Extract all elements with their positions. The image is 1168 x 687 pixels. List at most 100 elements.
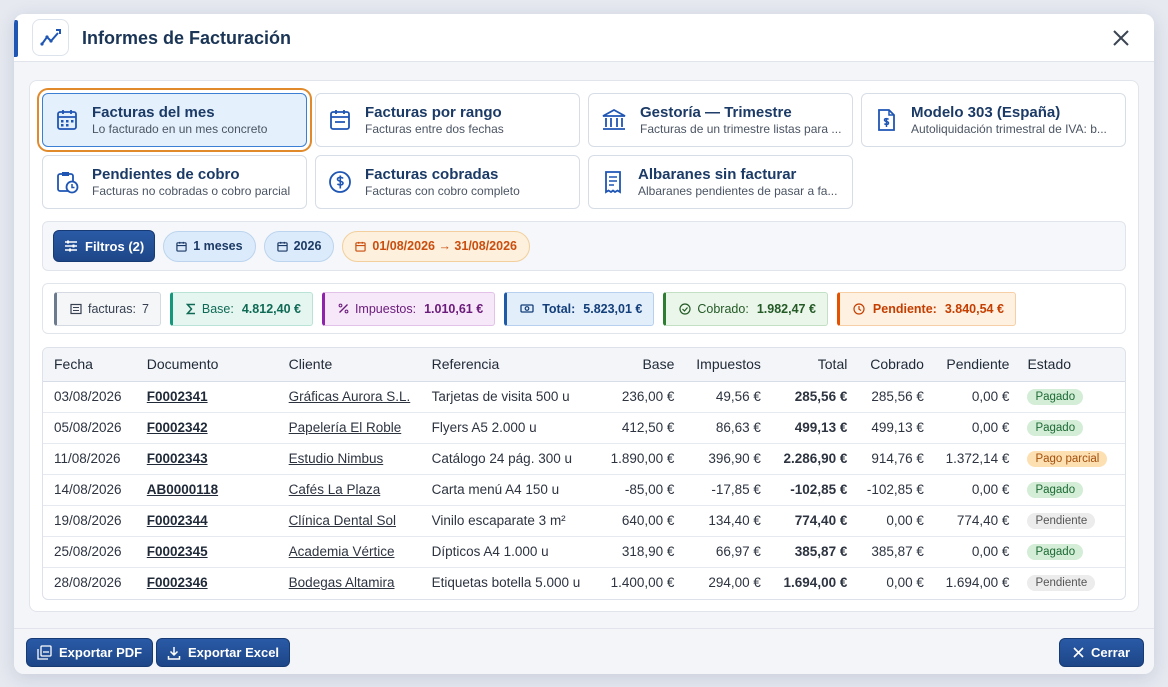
summary-item: Pendiente: 3.840,54 € bbox=[836, 291, 1016, 326]
table-cell: Pagado bbox=[1019, 381, 1125, 413]
summary-item: facturas: 7 bbox=[54, 291, 161, 326]
document-link[interactable]: F0002343 bbox=[146, 451, 208, 466]
summary-label: Total: bbox=[542, 301, 576, 316]
table-cell: 236,00 € bbox=[590, 381, 685, 413]
export-excel-button[interactable]: Exportar Excel bbox=[156, 638, 291, 667]
table-cell: 914,76 € bbox=[857, 443, 934, 475]
document-link[interactable]: F0002341 bbox=[146, 389, 208, 404]
total-value: -102,85 € bbox=[790, 482, 848, 497]
table-cell: Cafés La Plaza bbox=[278, 474, 422, 506]
report-subtitle: Facturas entre dos fechas bbox=[365, 122, 504, 136]
report-subtitle: Facturas no cobradas o cobro parcial bbox=[92, 184, 291, 198]
table-cell: Pagado bbox=[1019, 536, 1125, 568]
report-subtitle: Albaranes pendientes de pasar a fa... bbox=[638, 184, 838, 198]
table-cell: 640,00 € bbox=[590, 505, 685, 537]
total-value: 1.694,00 € bbox=[783, 575, 848, 591]
table-cell: Pagado bbox=[1019, 412, 1125, 444]
dialog-footer: Exportar PDF Exportar Excel Cerrar bbox=[14, 628, 1154, 674]
client-link[interactable]: Cafés La Plaza bbox=[288, 482, 381, 497]
close-icon[interactable] bbox=[1112, 29, 1130, 47]
table-cell: 396,90 € bbox=[684, 443, 771, 475]
client-link[interactable]: Papelería El Roble bbox=[288, 420, 402, 435]
filters-button[interactable]: Filtros (2) bbox=[53, 230, 156, 262]
dialog-title: Informes de Facturación bbox=[82, 28, 292, 48]
table-cell: 134,40 € bbox=[684, 505, 771, 537]
report-card[interactable]: Albaranes sin facturar Albaranes pendient… bbox=[588, 155, 853, 209]
report-title: Albaranes sin facturar bbox=[638, 166, 797, 183]
summary-label: facturas: bbox=[88, 301, 136, 316]
button-label: Exportar PDF bbox=[59, 645, 143, 660]
report-card[interactable]: Modelo 303 (España) Autoliquidación trime… bbox=[861, 93, 1126, 147]
dialog: Informes de Facturación Facturas del mes… bbox=[14, 14, 1154, 674]
header-icon bbox=[32, 19, 69, 56]
table-cell: 0,00 € bbox=[933, 412, 1020, 444]
table-cell: 285,56 € bbox=[857, 381, 934, 413]
filter-chip[interactable]: 1 meses bbox=[163, 230, 256, 262]
table-cell: 86,63 € bbox=[684, 412, 771, 444]
report-card[interactable]: Facturas por rango Facturas entre dos fec… bbox=[315, 93, 580, 147]
table-cell: 1.890,00 € bbox=[590, 443, 685, 475]
column-header: Cliente bbox=[278, 348, 422, 382]
summary-item: Impuestos: 1.010,61 € bbox=[321, 291, 496, 326]
report-subtitle: Facturas con cobro completo bbox=[365, 184, 520, 198]
table-cell: 1.372,14 € bbox=[933, 443, 1020, 475]
table-row: 19/08/2026 F0002344 Clínica Dental Sol Vini… bbox=[43, 505, 1125, 537]
client-link[interactable]: Estudio Nimbus bbox=[288, 451, 384, 466]
document-link[interactable]: F0002345 bbox=[146, 544, 208, 559]
table-row: 11/08/2026 F0002343 Estudio Nimbus Catálogo… bbox=[43, 443, 1125, 475]
filter-chip[interactable]: 01/08/2026 → 31/08/2026 bbox=[342, 230, 530, 262]
close-button[interactable]: Cerrar bbox=[1059, 638, 1145, 667]
report-card[interactable]: Pendientes de cobro Facturas no cobradas … bbox=[42, 155, 307, 209]
client-link[interactable]: Bodegas Altamira bbox=[288, 575, 395, 591]
table-row: 14/08/2026 AB0000118 Cafés La Plaza Carta m… bbox=[43, 474, 1125, 506]
report-title: Pendientes de cobro bbox=[92, 166, 240, 183]
table-cell: 1.694,00 € bbox=[945, 575, 1010, 591]
export-pdf-button[interactable]: Exportar PDF bbox=[26, 638, 154, 667]
summary-value: 1.010,61 € bbox=[424, 301, 484, 316]
table-cell: 385,87 € bbox=[857, 536, 934, 568]
table-cell: 19/08/2026 bbox=[43, 505, 137, 537]
document-link[interactable]: AB0000118 bbox=[146, 482, 219, 497]
client-link[interactable]: Clínica Dental Sol bbox=[288, 513, 396, 528]
table-cell: 11/08/2026 bbox=[43, 443, 137, 475]
table-row: 25/08/2026 F0002345 Academia Vértice Díptic… bbox=[43, 536, 1125, 568]
table-row: 28/08/2026 F0002346 Bodegas Altamira Etique… bbox=[43, 567, 1125, 598]
report-card[interactable]: Gestoría — Trimestre Facturas de un trime… bbox=[588, 93, 853, 147]
column-header: Fecha bbox=[43, 348, 137, 382]
report-card[interactable]: Facturas cobradas Facturas con cobro comp… bbox=[315, 155, 580, 209]
table-cell: AB0000118 bbox=[136, 474, 279, 506]
table-cell: 03/08/2026 bbox=[43, 381, 137, 413]
table-cell: 499,13 € bbox=[770, 412, 858, 444]
status-badge: Pagado bbox=[1027, 389, 1084, 405]
table-cell: Carta menú A4 150 u bbox=[421, 474, 591, 506]
table-cell: Etiquetas botella 5.000 u bbox=[431, 575, 581, 591]
table-cell: Flyers A5 2.000 u bbox=[421, 412, 591, 444]
report-subtitle: Autoliquidación trimestral de IVA: b... bbox=[911, 122, 1107, 136]
document-link[interactable]: F0002346 bbox=[146, 575, 208, 591]
table-cell: Bodegas Altamira bbox=[279, 567, 422, 598]
column-header: Cobrado bbox=[857, 348, 934, 382]
total-value: 385,87 € bbox=[794, 544, 848, 559]
table-cell: 412,50 € bbox=[590, 412, 685, 444]
table-cell: 14/08/2026 bbox=[43, 474, 137, 506]
document-link[interactable]: F0002344 bbox=[146, 513, 208, 528]
report-card[interactable]: Facturas del mes Lo facturado en un mes c… bbox=[42, 93, 307, 147]
client-link[interactable]: Gráficas Aurora S.L. bbox=[288, 389, 411, 404]
table-cell: Pago parcial bbox=[1019, 443, 1125, 475]
document-link[interactable]: F0002342 bbox=[146, 420, 208, 435]
table-cell: -85,00 € bbox=[590, 474, 685, 506]
table-cell: 0,00 € bbox=[857, 505, 934, 537]
filter-chip[interactable]: 2026 bbox=[263, 230, 335, 262]
report-subtitle: Facturas de un trimestre listas para ... bbox=[640, 122, 842, 136]
dialog-header: Informes de Facturación bbox=[14, 14, 1154, 62]
table-cell: 499,13 € bbox=[857, 412, 934, 444]
accent-bar bbox=[14, 20, 18, 57]
summary-value: 7 bbox=[141, 301, 149, 316]
table-cell: Gráficas Aurora S.L. bbox=[278, 381, 422, 413]
summary-item: Cobrado: 1.982,47 € bbox=[663, 291, 828, 326]
column-header: Documento bbox=[136, 348, 279, 382]
total-value: 774,40 € bbox=[794, 513, 848, 528]
column-header: Total bbox=[770, 348, 858, 382]
client-link[interactable]: Academia Vértice bbox=[288, 544, 395, 559]
total-value: 2.286,90 € bbox=[783, 451, 848, 466]
